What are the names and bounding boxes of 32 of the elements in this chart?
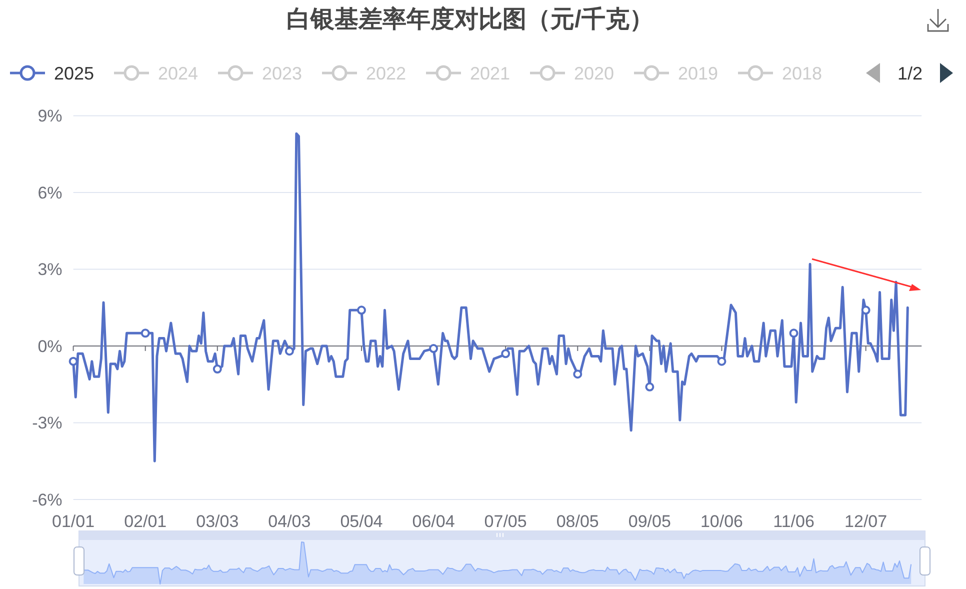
y-tick-label: -3% xyxy=(32,414,62,433)
y-tick-label: 9% xyxy=(38,106,62,126)
x-tick-label: 07/05 xyxy=(484,512,527,531)
y-tick-label: 3% xyxy=(38,260,62,280)
x-tick-label: 12/07 xyxy=(844,512,888,531)
x-tick-label: 03/03 xyxy=(196,512,239,531)
point xyxy=(212,364,222,374)
legend-label: 2025 xyxy=(54,64,94,84)
x-tick-label: 08/05 xyxy=(556,512,599,531)
x-tick-label: 05/04 xyxy=(340,512,383,531)
x-tick-label: 04/03 xyxy=(268,512,311,531)
point xyxy=(861,306,870,315)
point xyxy=(356,306,366,315)
chart-title: 白银基差率年度对比图（元/千克） xyxy=(286,6,654,33)
point xyxy=(789,328,798,338)
x-tick-label: 02/01 xyxy=(124,512,167,531)
x-tick-label: 01/01 xyxy=(52,512,95,531)
x-tick-label: 11/06 xyxy=(773,512,814,531)
point xyxy=(140,328,150,338)
point xyxy=(429,344,438,354)
point xyxy=(573,370,582,379)
point xyxy=(717,356,726,366)
x-tick-label: 09/05 xyxy=(628,512,671,531)
text: 1/2 xyxy=(897,64,923,84)
point xyxy=(645,382,654,392)
point xyxy=(284,346,294,356)
y-tick-label: -6% xyxy=(32,490,62,510)
x-tick-label: 10/06 xyxy=(700,512,743,531)
x-tick-label: 06/04 xyxy=(412,512,455,531)
y-tick-label: 6% xyxy=(38,183,62,202)
point xyxy=(501,349,510,358)
y-tick-label: 0% xyxy=(38,336,62,356)
